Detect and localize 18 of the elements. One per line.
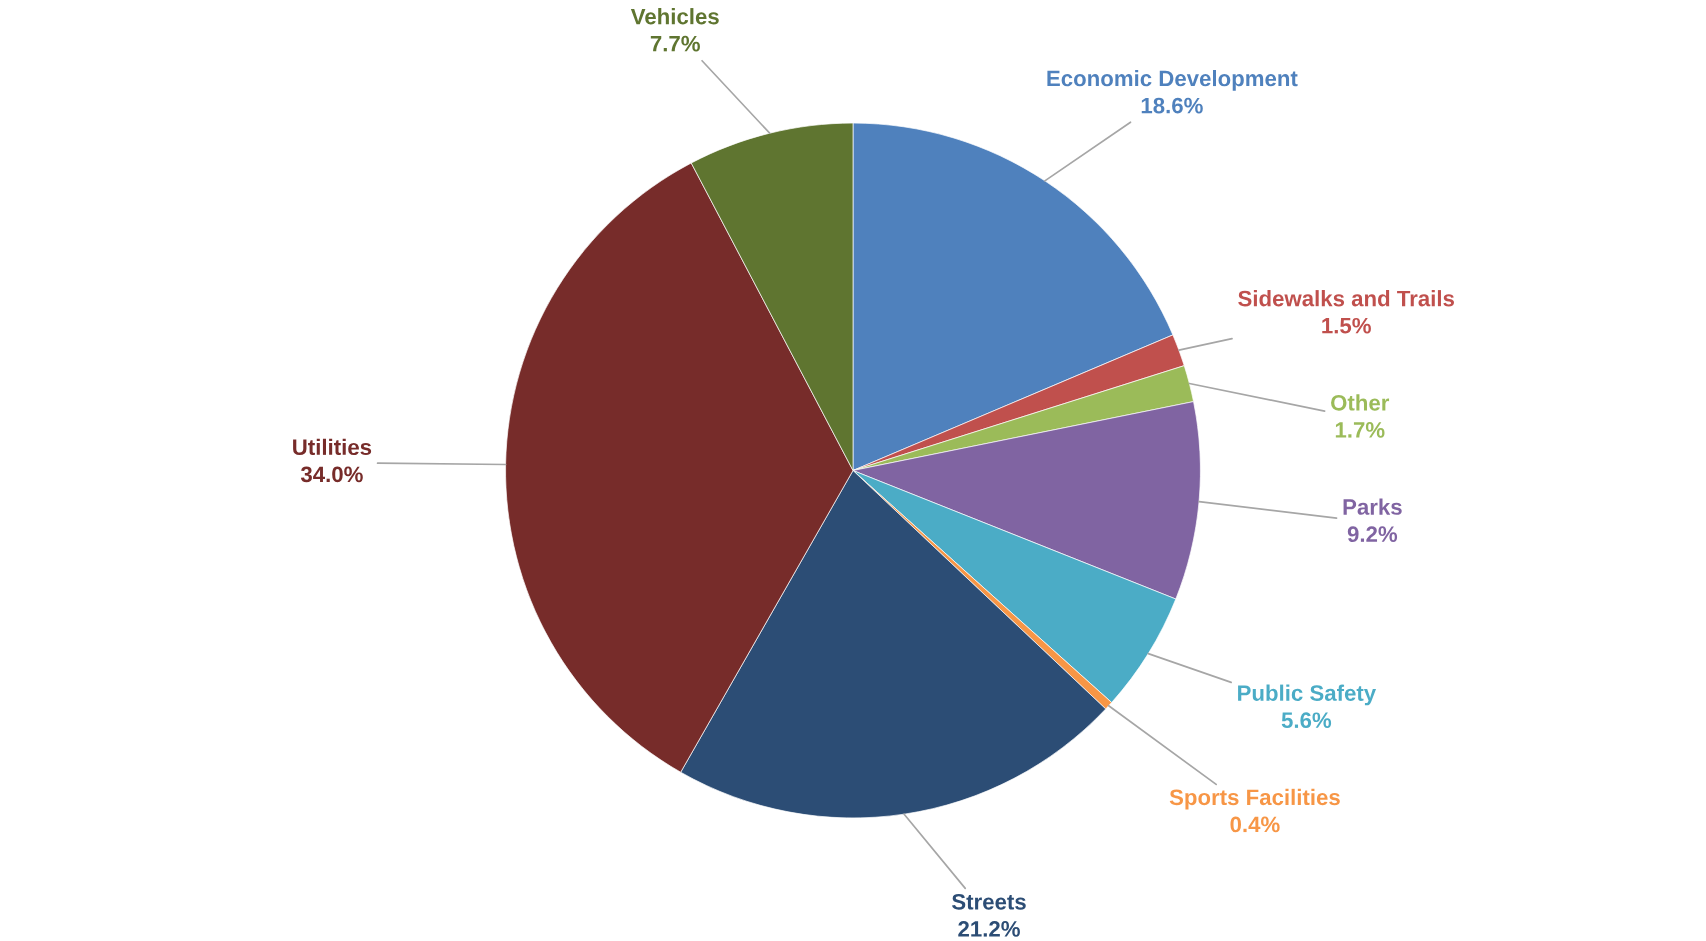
slice-label: Parks <box>1343 498 1402 515</box>
data-label: 7.7% <box>650 35 700 52</box>
data-label: 34.0% <box>300 466 363 483</box>
slice-label: Public Safety <box>1238 684 1377 706</box>
slice-label: Utilities <box>293 438 372 456</box>
data-label: 0.4% <box>1230 816 1280 833</box>
slice-label: Sidewalks and Trails <box>1238 290 1454 307</box>
slice-label: Streets <box>951 893 1026 910</box>
data-label: 18.6% <box>1141 97 1203 114</box>
slice-label: Other <box>1331 394 1390 411</box>
data-label: 1.7% <box>1335 422 1385 438</box>
slice-label: Economic Development <box>1047 69 1298 91</box>
data-label: 9.2% <box>1347 526 1398 543</box>
data-label: 5.6% <box>1281 712 1332 729</box>
data-label: 1.5% <box>1322 317 1371 334</box>
slice-label: Sports Facilities <box>1169 788 1340 810</box>
data-label: 21.2% <box>958 921 1020 937</box>
slice-label: Vehicles <box>630 8 719 25</box>
